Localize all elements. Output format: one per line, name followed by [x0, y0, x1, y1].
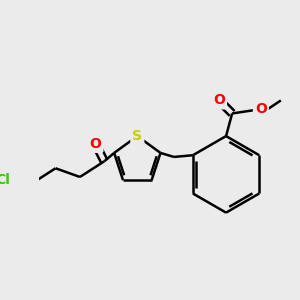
Text: S: S	[132, 129, 142, 143]
Text: Cl: Cl	[0, 172, 10, 187]
Text: O: O	[213, 93, 225, 107]
Text: O: O	[90, 137, 101, 151]
Text: O: O	[255, 102, 267, 116]
